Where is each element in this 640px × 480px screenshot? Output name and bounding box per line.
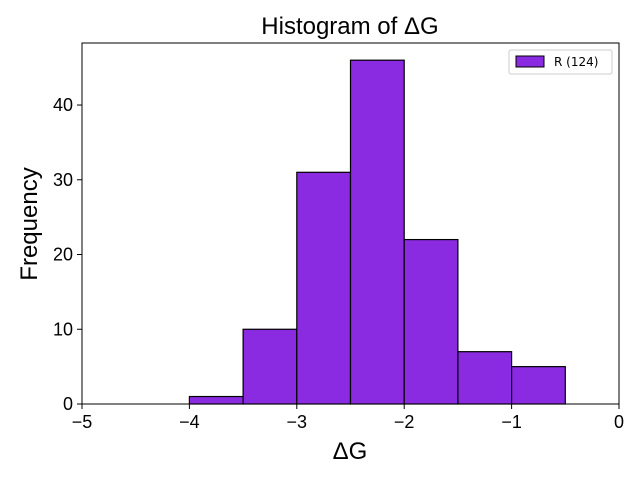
- histogram-bar: [242, 328, 298, 405]
- x-axis-label: ΔG: [333, 438, 368, 465]
- legend-label: R (124): [554, 55, 598, 69]
- histogram-bar: [296, 171, 352, 405]
- x-tick-label: 0: [614, 412, 624, 432]
- y-axis-ticks: 0 10 20 30 40: [53, 95, 82, 414]
- y-tick-label: 0: [63, 394, 73, 414]
- y-tick-label: 40: [53, 95, 73, 115]
- plot-frame: [81, 42, 620, 405]
- legend: R (124): [508, 49, 613, 75]
- x-tick-label: −5: [72, 412, 93, 432]
- histogram-bar: [403, 238, 459, 405]
- histogram-bar: [349, 59, 405, 405]
- y-tick-label: 20: [53, 245, 73, 265]
- bars-group: [188, 59, 566, 405]
- y-tick-label: 10: [53, 319, 73, 339]
- x-tick-label: −4: [179, 412, 200, 432]
- x-tick-label: −3: [287, 412, 308, 432]
- x-tick-label: −1: [501, 412, 522, 432]
- histogram-bar: [188, 395, 244, 405]
- y-axis-label: Frequency: [16, 167, 43, 280]
- histogram-bar: [457, 351, 513, 405]
- y-tick-label: 30: [53, 170, 73, 190]
- histogram-bar: [511, 366, 566, 405]
- legend-swatch: [515, 55, 545, 68]
- x-axis-ticks: −5 −4 −3 −2 −1 0: [72, 404, 624, 432]
- chart-title: Histogram of ΔG: [261, 13, 438, 40]
- x-tick-label: −2: [394, 412, 415, 432]
